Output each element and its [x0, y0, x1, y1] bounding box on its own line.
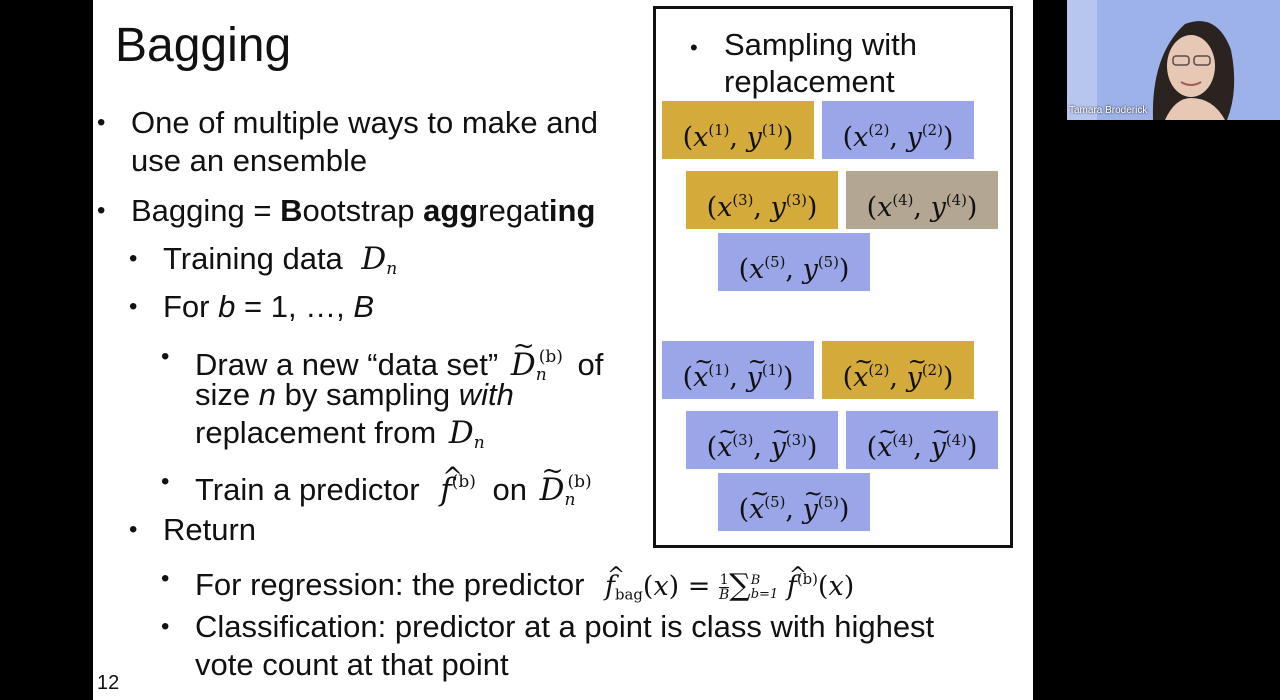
bullet-dot: •: [129, 516, 138, 543]
participant-avatar: [1067, 0, 1280, 120]
bullet-return: Return: [163, 512, 257, 547]
original-tile-3: (x(3), y(3)): [686, 171, 838, 229]
bullet-training-data: Training data Dn: [163, 241, 398, 280]
sampling-diagram: • Sampling with replacement (x(1), y(1))…: [653, 6, 1013, 548]
box-heading-cont: replacement: [724, 64, 895, 99]
box-heading: Sampling with: [724, 27, 917, 62]
bullet-classification: Classification: predictor at a point is …: [195, 609, 935, 644]
bullet-draw-dataset-cont: size n by sampling with: [195, 377, 514, 412]
bullet-dot: •: [161, 343, 170, 370]
bullet-draw-dataset: Draw a new “data set” Dn(b) of: [195, 327, 603, 394]
resampled-tile-1: (x(1), y(1)): [662, 333, 814, 399]
resampled-tile-3: (x(3), y(3)): [686, 403, 838, 469]
bullet-classification-cont: vote count at that point: [195, 647, 509, 682]
bullet-dot: •: [129, 293, 138, 320]
bullet-ensemble: One of multiple ways to make and: [131, 105, 598, 140]
bullet-draw-dataset-cont2: replacement from Dn: [195, 415, 485, 454]
participant-video: Tamara Broderick: [1067, 0, 1280, 120]
bullet-dot: •: [129, 245, 138, 272]
slide-title: Bagging: [115, 19, 292, 72]
slide: Bagging • One of multiple ways to make a…: [93, 0, 1033, 700]
bullet-dot: •: [97, 197, 106, 224]
bullet-dot: •: [97, 109, 106, 136]
original-tile-4: (x(4), y(4)): [846, 171, 998, 229]
original-tile-5: (x(5), y(5)): [718, 233, 870, 291]
original-tile-1: (x(1), y(1)): [662, 101, 814, 159]
bullet-bagging-definition: Bagging = Bootstrap aggregating: [131, 193, 596, 228]
participant-name: Tamara Broderick: [1069, 105, 1148, 116]
resampled-tile-4: (x(4), y(4)): [846, 403, 998, 469]
original-tile-2: (x(2), y(2)): [822, 101, 974, 159]
resampled-tile-5: (x(5), y(5)): [718, 465, 870, 531]
bullet-dot: •: [161, 468, 170, 495]
bullet-ensemble-cont: use an ensemble: [131, 143, 368, 178]
bullet-dot: •: [161, 613, 170, 640]
page-number: 12: [97, 672, 120, 694]
bullet-regression: For regression: the predictor fbag(x) = …: [195, 557, 854, 614]
resampled-tile-2: (x(2), y(2)): [822, 333, 974, 399]
bullet-for-loop: For b = 1, …, B: [163, 289, 375, 324]
bullet-train-predictor: Train a predictor f(b) on Dn(b): [195, 452, 592, 519]
bullet-dot: •: [690, 35, 698, 60]
bullet-dot: •: [161, 565, 170, 592]
